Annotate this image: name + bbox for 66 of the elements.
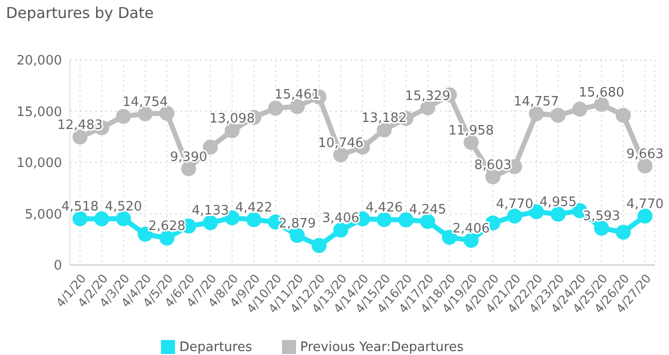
point: [616, 108, 631, 123]
data-label: 4,518: [61, 200, 99, 215]
legend-label: Departures: [179, 340, 252, 355]
data-label: 4,133: [192, 204, 229, 219]
data-label: 4,422: [235, 200, 272, 216]
point: [507, 208, 522, 224]
point: [202, 215, 218, 230]
chart-title: Departures by Date: [6, 4, 154, 22]
point: [72, 211, 88, 226]
point: [572, 102, 588, 117]
data-label: 14,754: [122, 94, 168, 110]
data-label: 9,390: [170, 150, 208, 165]
y-tick-label: 5,000: [24, 207, 62, 222]
data-label: 9,663: [626, 146, 664, 162]
point: [159, 230, 174, 246]
data-label: 13,182: [361, 110, 407, 126]
point: [333, 147, 348, 162]
point: [420, 100, 436, 116]
point: [290, 99, 305, 114]
point: [464, 232, 479, 248]
point: [224, 123, 240, 138]
point: [638, 208, 652, 224]
point: [420, 214, 436, 229]
point: [376, 212, 392, 228]
data-label: 4,245: [409, 202, 446, 218]
point: [594, 220, 610, 236]
point: [94, 211, 110, 226]
data-label: 4,770: [626, 197, 664, 212]
y-tick-label: 20,000: [16, 54, 62, 69]
data-label: 4,770: [496, 197, 534, 212]
legend-label: Previous Year:Departures: [300, 340, 464, 355]
point: [268, 100, 284, 116]
point: [72, 130, 88, 145]
data-label: 15,680: [578, 85, 624, 100]
y-tick-label: 15,000: [16, 104, 62, 120]
point: [376, 122, 392, 138]
data-label: 13,098: [209, 112, 255, 127]
data-label: 10,746: [318, 136, 364, 151]
point: [528, 106, 544, 122]
point: [333, 222, 348, 238]
y-tick-label: 0: [54, 258, 62, 274]
point: [116, 211, 131, 226]
data-label: 4,426: [366, 200, 403, 216]
data-label: 8,603: [474, 158, 512, 173]
data-label: 12,483: [57, 118, 103, 134]
point: [464, 134, 479, 150]
data-label: 15,461: [274, 88, 320, 103]
data-label: 4,955: [539, 195, 577, 210]
point: [594, 96, 610, 112]
point: [246, 212, 262, 228]
point: [159, 106, 174, 121]
data-label: 14,757: [514, 94, 560, 110]
data-label: 4,520: [104, 200, 142, 215]
point: [550, 206, 566, 222]
point: [312, 238, 327, 254]
point: [181, 161, 196, 176]
point: [138, 106, 153, 122]
point: [116, 108, 131, 124]
point: [638, 158, 652, 174]
point: [290, 228, 305, 243]
point: [616, 224, 631, 240]
data-label: 15,329: [404, 88, 450, 104]
point: [485, 169, 500, 184]
y-tick-label: 10,000: [16, 156, 62, 172]
data-label: 11,958: [448, 123, 494, 138]
point: [550, 108, 566, 123]
